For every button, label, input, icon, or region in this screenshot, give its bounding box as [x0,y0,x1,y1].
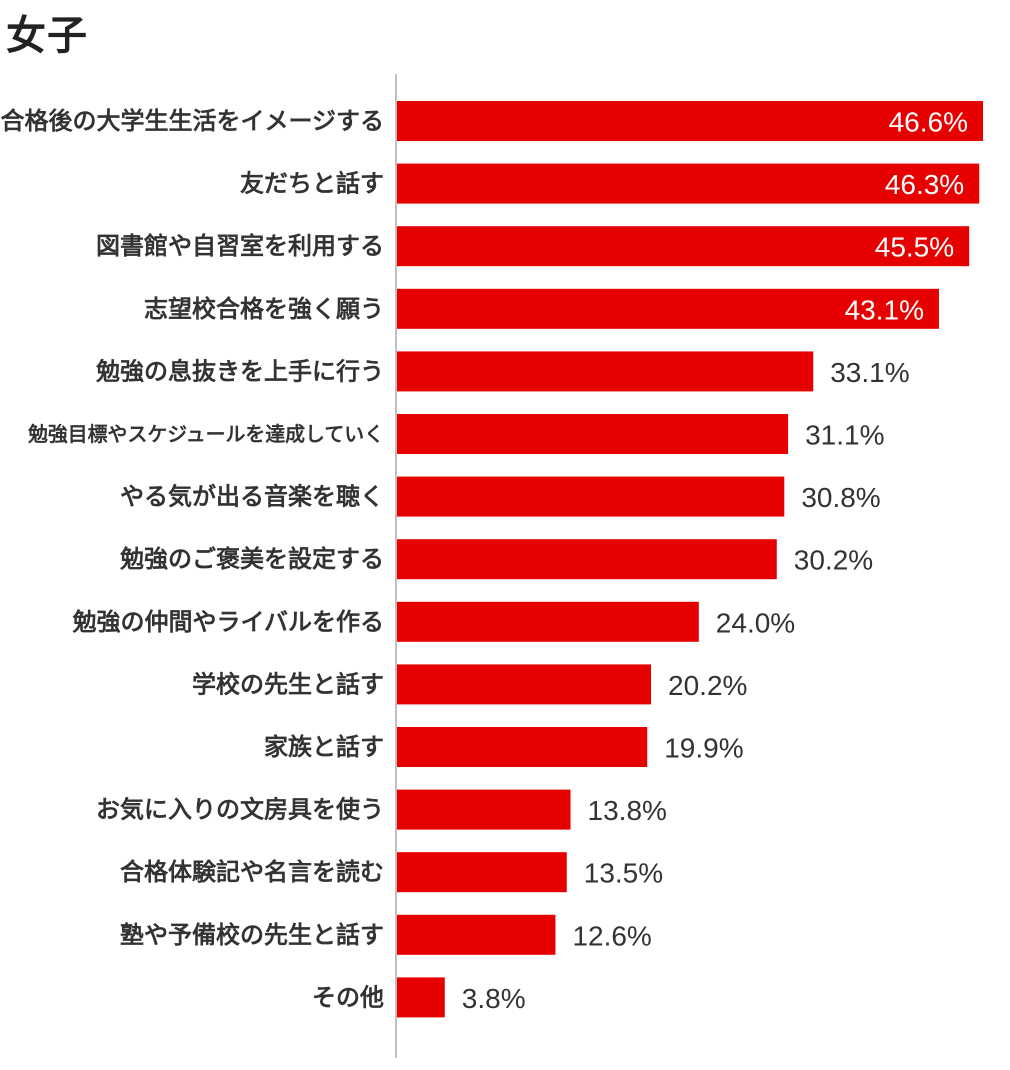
category-label: 友だちと話す [240,170,384,198]
category-label: 合格体験記や名言を読む [120,858,384,886]
value-label: 45.5% [875,232,954,263]
value-label: 46.3% [885,169,964,200]
value-label: 24.0% [716,607,795,638]
bar [397,601,699,642]
chart-title: 女子 [6,13,88,59]
category-label: 塾や予備校の先生と話す [120,921,384,949]
category-label: 学校の先生と話す [192,670,384,698]
category-labels-layer: 合格後の大学生生活をイメージする友だちと話す図書館や自習室を利用する志望校合格を… [0,107,384,1011]
category-label: 勉強の息抜きを上手に行う [95,357,384,385]
value-label: 43.1% [845,294,924,325]
bar [397,101,983,141]
bar [397,288,939,329]
bar [397,163,980,204]
category-label: 志望校合格を強く願う [144,295,384,323]
value-label: 46.6% [889,107,968,138]
value-label: 20.2% [668,670,747,701]
bar [397,351,814,392]
bar [397,226,970,267]
category-label: 図書館や自習室を利用する [96,232,384,260]
bar [397,977,445,1018]
bar [397,727,648,767]
category-label: 勉強の仲間やライバルを作る [71,608,384,636]
bar [397,789,571,830]
bar [397,664,652,705]
category-label: その他 [312,983,384,1011]
value-label: 30.8% [801,482,880,513]
category-label: お気に入りの文房具を使う [96,796,384,824]
value-label: 3.8% [462,983,526,1014]
value-label: 13.5% [584,858,663,889]
value-label: 30.2% [794,545,873,576]
value-label: 12.6% [572,920,651,951]
bars-layer [397,101,983,1018]
category-label: 勉強目標やスケジュールを達成していく [27,422,384,446]
value-label: 19.9% [664,733,743,764]
bar [397,914,556,955]
category-label: やる気が出る音楽を聴く [120,483,384,511]
bar [397,539,777,580]
value-label: 31.1% [805,420,884,451]
category-label: 勉強のご褒美を設定する [119,545,384,573]
bar [397,852,567,893]
value-label: 13.8% [588,795,667,826]
bar [397,476,785,517]
value-labels-layer: 46.6% 46.3% 45.5% 43.1% 33.1% 31.1% 30.8% 30.2%… [462,107,968,1014]
category-label: 合格後の大学生生活をイメージする [0,107,384,135]
value-label: 33.1% [830,357,909,388]
category-label: 家族と話す [264,733,384,761]
bar [397,414,789,454]
